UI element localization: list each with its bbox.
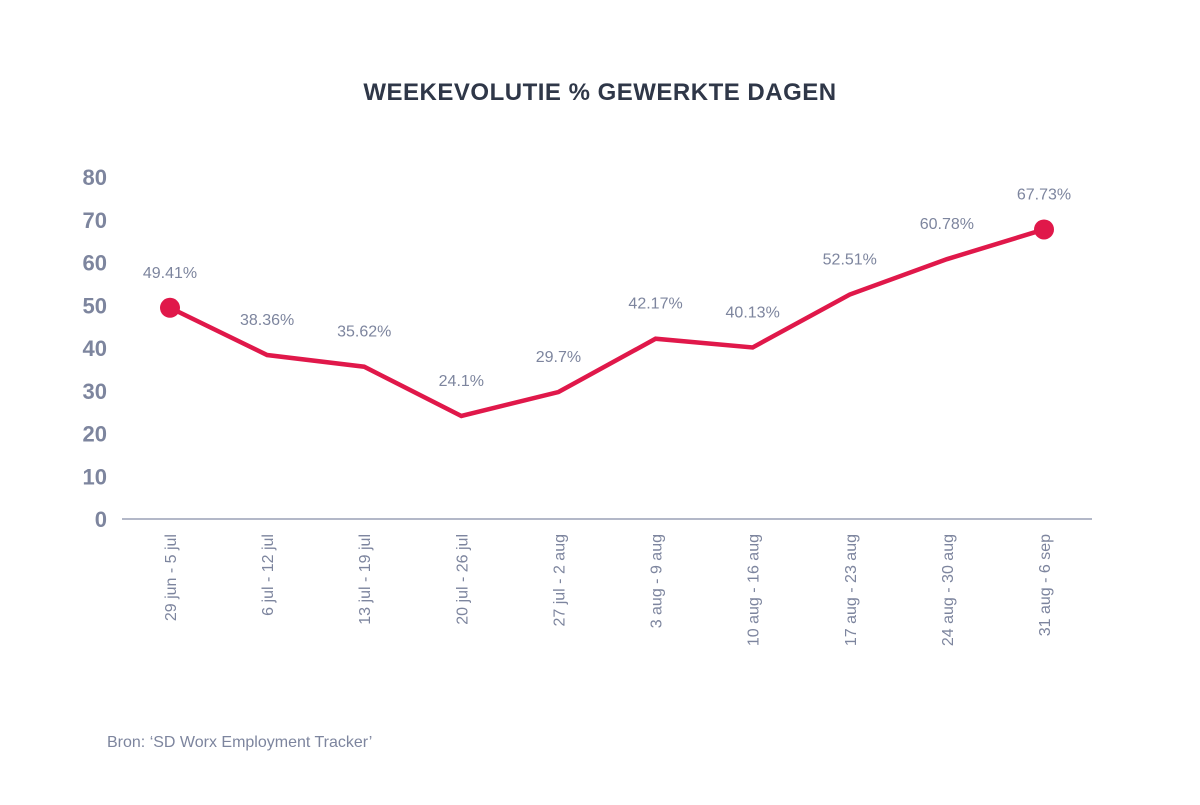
- x-tick-label: 13 jul - 19 jul: [357, 534, 374, 625]
- series-line: [169, 227, 1045, 419]
- x-tick-label: 17 aug - 23 aug: [843, 534, 860, 646]
- data-point-marker: [160, 297, 180, 318]
- data-point-marker: [1034, 219, 1054, 240]
- data-label: 67.73%: [1017, 186, 1071, 203]
- data-label: 52.51%: [823, 252, 877, 269]
- x-tick-label: 6 jul - 12 jul: [260, 534, 277, 616]
- source-note: Bron: ‘SD Worx Employment Tracker’: [107, 734, 372, 751]
- x-tick-label: 24 aug - 30 aug: [940, 534, 957, 646]
- data-label: 40.13%: [726, 304, 780, 321]
- chart-title: WEEKEVOLUTIE % GEWERKTE DAGEN: [363, 79, 836, 106]
- y-tick-label: 30: [83, 379, 107, 404]
- y-tick-label: 70: [83, 208, 107, 233]
- data-labels: 49.41% 38.36% 35.62% 24.1% 29.7% 42.17% 40.13%…: [143, 186, 1071, 390]
- x-tick-label: 31 aug - 6 sep: [1037, 534, 1054, 636]
- x-tick-label: 27 jul - 2 aug: [551, 534, 568, 627]
- data-label: 60.78%: [920, 216, 974, 233]
- y-tick-label: 40: [83, 336, 107, 361]
- x-tick-label: 3 aug - 9 aug: [649, 534, 666, 628]
- data-label: 35.62%: [337, 324, 391, 341]
- x-axis: 29 jun - 5 jul 6 jul - 12 jul 13 jul - 19 …: [163, 534, 1054, 646]
- y-tick-label: 20: [83, 422, 107, 447]
- series-markers: [160, 219, 1054, 318]
- y-tick-label: 10: [83, 464, 107, 489]
- x-tick-label: 20 jul - 26 jul: [454, 534, 471, 625]
- data-label: 38.36%: [240, 312, 294, 329]
- y-tick-label: 80: [83, 165, 107, 190]
- y-tick-label: 0: [95, 507, 107, 532]
- x-tick-label: 29 jun - 5 jul: [163, 534, 180, 621]
- y-axis: 0 10 20 30 40 50 60 70 80: [83, 165, 107, 532]
- x-tick-label: 10 aug - 16 aug: [746, 534, 763, 646]
- data-label: 49.41%: [143, 265, 197, 282]
- y-tick-label: 60: [83, 251, 107, 276]
- data-label: 24.1%: [439, 373, 484, 390]
- data-label: 29.7%: [536, 349, 581, 366]
- data-label: 42.17%: [628, 296, 682, 313]
- y-tick-label: 50: [83, 293, 107, 318]
